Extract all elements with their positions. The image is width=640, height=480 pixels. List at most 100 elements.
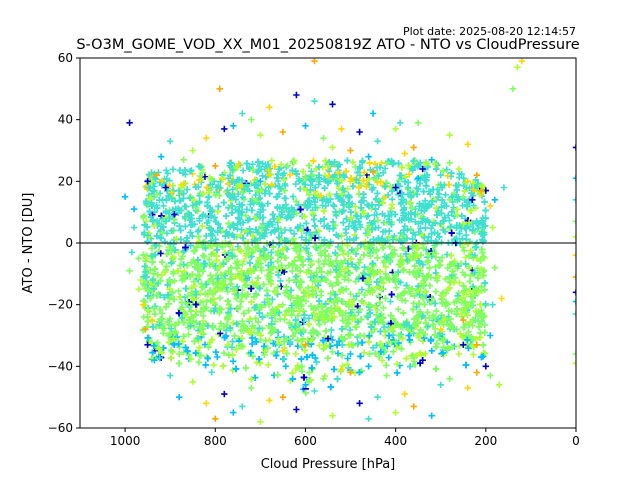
- data-point: [288, 302, 295, 309]
- data-point: [189, 232, 196, 240]
- data-point: [292, 350, 299, 358]
- data-point: [409, 235, 416, 243]
- data-point: [191, 323, 198, 331]
- data-point: [249, 353, 257, 360]
- data-point: [248, 334, 256, 342]
- data-point: [380, 304, 387, 311]
- data-point: [192, 301, 200, 308]
- data-point: [325, 253, 332, 260]
- data-point: [249, 161, 256, 168]
- data-point: [465, 344, 472, 352]
- data-point: [358, 286, 366, 293]
- data-point: [422, 350, 429, 357]
- data-point: [279, 301, 286, 308]
- data-point: [337, 259, 345, 266]
- data-point: [165, 321, 173, 328]
- data-point: [307, 186, 314, 194]
- data-point: [401, 289, 409, 296]
- data-point: [377, 178, 384, 185]
- data-point: [325, 172, 332, 180]
- data-point: [267, 229, 275, 236]
- data-point: [199, 223, 206, 230]
- data-point: [283, 163, 290, 171]
- data-point: [289, 370, 296, 377]
- data-point: [403, 355, 410, 362]
- data-point: [361, 264, 368, 271]
- data-point: [315, 330, 322, 338]
- data-point: [294, 312, 302, 319]
- data-point: [360, 349, 368, 356]
- data-point: [448, 229, 455, 237]
- data-point: [442, 191, 449, 198]
- data-point: [315, 181, 322, 188]
- data-point: [301, 347, 309, 354]
- data-point: [171, 211, 178, 218]
- data-point: [309, 351, 316, 359]
- data-point: [385, 354, 392, 361]
- data-point: [210, 361, 217, 369]
- data-point: [392, 278, 399, 286]
- data-point: [261, 343, 268, 350]
- data-point: [382, 263, 389, 271]
- data-point: [212, 348, 220, 356]
- data-point: [329, 348, 336, 355]
- data-point: [466, 278, 474, 285]
- data-point: [185, 331, 192, 338]
- data-point: [415, 185, 422, 193]
- data-point: [240, 310, 248, 317]
- data-point: [149, 349, 156, 356]
- data-point: [470, 351, 477, 358]
- data-point: [481, 254, 488, 262]
- data-point: [434, 230, 441, 237]
- data-point: [246, 315, 254, 323]
- data-point: [298, 234, 305, 241]
- data-point: [212, 236, 219, 243]
- data-point: [409, 244, 416, 251]
- data-point: [343, 236, 351, 243]
- data-point: [229, 246, 236, 253]
- data-point: [352, 203, 359, 210]
- data-point: [306, 252, 313, 259]
- data-point: [220, 350, 228, 357]
- data-point: [474, 265, 481, 272]
- data-point: [186, 351, 193, 359]
- data-point: [292, 180, 299, 188]
- data-point: [229, 186, 236, 193]
- data-point: [458, 299, 465, 306]
- data-point: [411, 262, 418, 270]
- data-point: [406, 171, 413, 178]
- data-point: [375, 224, 382, 231]
- data-point: [449, 268, 456, 275]
- data-point: [208, 369, 215, 376]
- data-point: [307, 273, 314, 281]
- data-point: [432, 263, 439, 271]
- data-point: [232, 196, 239, 203]
- data-point: [264, 312, 271, 319]
- data-point: [156, 190, 164, 197]
- data-point: [289, 158, 297, 165]
- data-point: [184, 186, 191, 193]
- data-point: [282, 363, 289, 370]
- data-point: [424, 309, 431, 316]
- data-point: [245, 307, 252, 314]
- data-point: [200, 312, 207, 320]
- data-point: [159, 310, 166, 317]
- data-point: [350, 296, 357, 303]
- data-point: [294, 362, 301, 369]
- data-point: [323, 223, 331, 230]
- data-point: [413, 303, 420, 311]
- data-point: [158, 272, 166, 279]
- data-point: [456, 279, 463, 286]
- data-point: [143, 218, 150, 225]
- data-point: [196, 192, 203, 199]
- data-point: [317, 252, 325, 259]
- data-point: [234, 258, 241, 265]
- data-point: [203, 232, 210, 240]
- data-point: [318, 288, 325, 295]
- data-point: [428, 347, 435, 354]
- data-point: [433, 307, 440, 315]
- data-point: [387, 312, 395, 319]
- data-point: [238, 226, 245, 233]
- data-point: [193, 319, 200, 326]
